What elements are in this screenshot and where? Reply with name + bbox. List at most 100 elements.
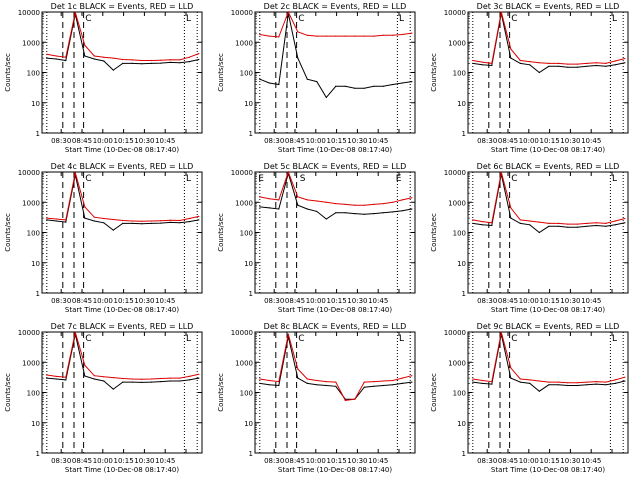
data-point-lld: [538, 62, 540, 64]
data-point-events: [481, 382, 483, 384]
data-point-events: [160, 222, 162, 224]
data-point-lld: [510, 367, 512, 369]
y-axis-label: Counts/sec: [430, 373, 438, 412]
data-point-lld: [287, 171, 289, 173]
detector-panel-8: Det 8c BLACK = Events, RED = LLD 1 10 100 10…: [217, 322, 416, 474]
data-point-events: [141, 63, 143, 65]
series-line-lld: [46, 172, 199, 222]
panel-title: Det 2c BLACK = Events, RED = LLD: [264, 2, 407, 11]
data-point-events: [335, 85, 337, 87]
data-point-lld: [411, 197, 413, 199]
detector-panel-4: Det 4c BLACK = Events, RED = LLD 1 10 100 10…: [4, 162, 203, 314]
plot-frame: [254, 331, 416, 454]
data-point-lld: [595, 62, 597, 64]
data-point-lld: [150, 59, 152, 62]
panel-title: Det 7c BLACK = Events, RED = LLD: [51, 322, 194, 331]
data-point-events: [122, 381, 124, 383]
data-point-events: [179, 380, 181, 382]
data-point-lld: [297, 368, 299, 370]
data-point-lld: [278, 199, 280, 201]
y-tick-label: 1000: [448, 39, 466, 47]
data-point-lld: [392, 379, 394, 382]
data-point-lld: [306, 34, 308, 36]
marker-letter: E: [396, 174, 402, 184]
data-point-lld: [605, 381, 607, 383]
y-tick-label: 1000: [22, 199, 40, 207]
data-point-events: [46, 219, 48, 221]
data-point-events: [325, 384, 327, 387]
data-point-lld: [259, 378, 261, 380]
data-point-lld: [74, 172, 76, 174]
x-tick-label: 08:30: [477, 297, 497, 305]
x-tick-label: 10:45: [155, 457, 175, 465]
data-point-lld: [74, 331, 76, 333]
detector-panel-3: Det 3c BLACK = Events, RED = LLD 1 10 100 10…: [430, 2, 629, 154]
data-point-lld: [297, 31, 299, 33]
y-tick-label: 10000: [444, 169, 466, 177]
data-point-events: [122, 62, 124, 64]
x-tick-label: 10:00: [519, 297, 539, 305]
y-tick-label: 10: [244, 260, 253, 268]
y-tick-label: 1000: [448, 359, 466, 367]
data-point-events: [198, 377, 200, 379]
y-axis-label: Counts/sec: [217, 373, 225, 412]
detector-panel-1: Det 1c BLACK = Events, RED = LLD 1 10 100 10…: [4, 2, 203, 154]
data-point-lld: [259, 196, 261, 198]
x-axis-label: Start Time (10-Dec-08 08:17:40): [278, 466, 392, 474]
data-point-lld: [325, 35, 327, 37]
y-axis-label: Counts/sec: [217, 53, 225, 92]
data-point-events: [179, 62, 181, 64]
data-point-events: [363, 213, 365, 215]
data-point-lld: [112, 57, 114, 59]
x-tick-label: 10:30: [560, 457, 580, 465]
data-point-lld: [382, 203, 384, 205]
data-point-lld: [538, 221, 540, 223]
data-point-lld: [481, 221, 483, 223]
data-point-events: [529, 224, 531, 226]
panel-title: Det 3c BLACK = Events, RED = LLD: [477, 2, 620, 11]
data-point-events: [150, 62, 152, 64]
data-point-events: [259, 382, 261, 384]
data-point-events: [472, 222, 474, 224]
panel-title: Det 5c BLACK = Events, RED = LLD: [264, 162, 407, 171]
x-tick-label: 10:00: [93, 297, 113, 305]
series-line-lld: [472, 11, 625, 65]
data-point-lld: [491, 222, 493, 224]
x-tick-label: 08:30: [51, 137, 71, 145]
data-point-lld: [103, 376, 105, 378]
data-point-lld: [510, 207, 512, 209]
plot-frame: [254, 171, 416, 294]
data-point-lld: [316, 379, 318, 382]
data-point-events: [614, 224, 616, 226]
data-point-lld: [297, 196, 299, 198]
y-tick-label: 100: [240, 230, 253, 238]
data-point-lld: [278, 36, 280, 38]
data-point-lld: [268, 35, 270, 37]
x-tick-label: 08:30: [264, 137, 284, 145]
data-point-lld: [179, 219, 181, 222]
x-tick-label: 08:30: [264, 457, 284, 465]
y-tick-label: 1: [462, 130, 466, 138]
data-point-lld: [519, 59, 521, 62]
x-tick-label: 08:45: [498, 457, 518, 465]
x-tick-label: 08:30: [477, 137, 497, 145]
data-point-events: [363, 87, 365, 89]
data-point-lld: [576, 223, 578, 225]
y-tick-label: 10: [244, 100, 253, 108]
y-axis-label: Counts/sec: [4, 373, 12, 412]
x-tick-label: 10:15: [327, 457, 347, 465]
data-point-lld: [65, 376, 67, 378]
data-point-lld: [586, 62, 588, 64]
data-point-events: [567, 66, 569, 68]
x-tick-label: 08:45: [285, 457, 305, 465]
x-tick-label: 10:45: [581, 297, 601, 305]
data-point-events: [122, 222, 124, 224]
y-tick-label: 100: [27, 70, 40, 78]
data-point-lld: [122, 58, 124, 61]
data-point-lld: [481, 379, 483, 382]
y-tick-label: 10: [31, 100, 40, 108]
x-tick-label: 10:30: [134, 297, 154, 305]
data-point-events: [259, 78, 261, 80]
data-point-lld: [491, 62, 493, 64]
data-point-events: [411, 381, 413, 383]
